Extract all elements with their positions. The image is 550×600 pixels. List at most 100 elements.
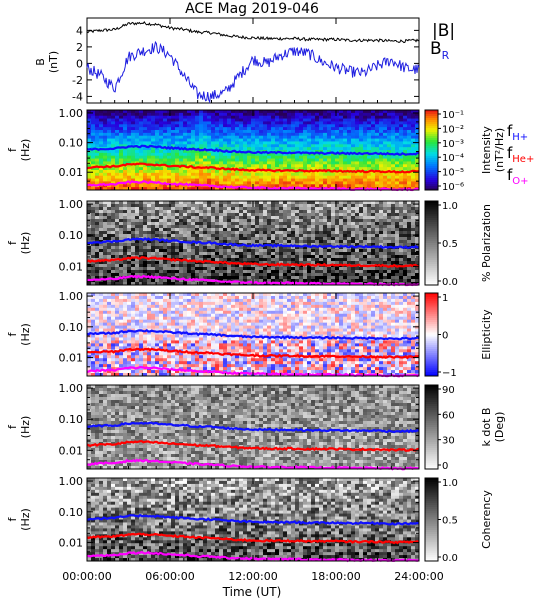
heatmap-cell bbox=[283, 155, 288, 159]
heatmap-cell bbox=[255, 204, 260, 208]
heatmap-cell bbox=[167, 261, 172, 265]
heatmap-cell bbox=[271, 118, 276, 122]
legend-fh: fH+ bbox=[507, 122, 528, 143]
heatmap-cell bbox=[95, 152, 100, 157]
heatmap-cell bbox=[303, 270, 308, 274]
heatmap-cell bbox=[319, 178, 324, 182]
heatmap-cell bbox=[271, 112, 276, 117]
heatmap-cell bbox=[207, 170, 212, 174]
heatmap-cell bbox=[375, 147, 380, 151]
heatmap-cell bbox=[275, 204, 280, 208]
heatmap-cell bbox=[347, 181, 352, 185]
heatmap-cell bbox=[219, 155, 224, 159]
heatmap-cell bbox=[387, 273, 392, 277]
heatmap-cell bbox=[147, 216, 152, 220]
heatmap-cell bbox=[227, 282, 232, 286]
heatmap-cell bbox=[227, 132, 232, 137]
heatmap-cell bbox=[303, 228, 308, 232]
heatmap-cell bbox=[171, 243, 176, 247]
heatmap-cell bbox=[291, 267, 296, 271]
heatmap-cell bbox=[351, 258, 356, 262]
heatmap-cell bbox=[323, 273, 328, 277]
heatmap-cell bbox=[403, 210, 408, 214]
heatmap-cell bbox=[223, 270, 228, 274]
heatmap-cell bbox=[323, 132, 328, 137]
heatmap-cell bbox=[279, 252, 284, 256]
heatmap-cell bbox=[195, 234, 200, 238]
heatmap-cell bbox=[107, 325, 112, 329]
heatmap-cell bbox=[187, 158, 192, 162]
heatmap-cell bbox=[135, 127, 140, 131]
heatmap-cell bbox=[243, 258, 248, 262]
heatmap-cell bbox=[139, 147, 144, 151]
heatmap-cell bbox=[191, 118, 196, 122]
heatmap-cell bbox=[287, 207, 292, 211]
heatmap-cell bbox=[267, 270, 272, 274]
heatmap-cell bbox=[239, 132, 244, 137]
heatmap-cell bbox=[147, 110, 152, 114]
heatmap-cell bbox=[395, 252, 400, 256]
heatmap-cell bbox=[247, 207, 252, 211]
heatmap-cell bbox=[359, 141, 364, 145]
heatmap-cell bbox=[127, 273, 132, 277]
heatmap-cell bbox=[199, 228, 204, 232]
heatmap-cell bbox=[287, 158, 292, 162]
heatmap-cell bbox=[131, 175, 136, 179]
heatmap-cell bbox=[87, 237, 92, 241]
heatmap-cell bbox=[147, 152, 152, 157]
heatmap-cell bbox=[371, 184, 376, 188]
heatmap-cell bbox=[303, 124, 308, 128]
heatmap-cell bbox=[315, 225, 320, 229]
heatmap-cell bbox=[343, 138, 348, 142]
heatmap-cell bbox=[327, 132, 332, 137]
heatmap-cell bbox=[107, 316, 112, 321]
heatmap-cell bbox=[367, 110, 372, 114]
heatmap-cell bbox=[371, 213, 376, 217]
heatmap-cell bbox=[367, 204, 372, 208]
colorbar-cell bbox=[425, 224, 438, 227]
heatmap-cell bbox=[183, 167, 188, 171]
heatmap-cell bbox=[167, 270, 172, 274]
heatmap-cell bbox=[107, 279, 112, 283]
heatmap-cell bbox=[167, 144, 172, 148]
heatmap-cell bbox=[243, 231, 248, 235]
heatmap-cell bbox=[115, 167, 120, 171]
heatmap-cell bbox=[199, 127, 204, 131]
heatmap-cell bbox=[95, 138, 100, 142]
heatmap-cell bbox=[275, 219, 280, 223]
heatmap-cell bbox=[327, 207, 332, 211]
heatmap-cell bbox=[99, 358, 104, 362]
heatmap-cell bbox=[227, 118, 232, 122]
heatmap-cell bbox=[227, 147, 232, 151]
heatmap-cell bbox=[195, 210, 200, 214]
heatmap-cell bbox=[143, 172, 148, 177]
heatmap-cell bbox=[403, 112, 408, 117]
heatmap-cell bbox=[415, 261, 420, 265]
heatmap-cell bbox=[255, 270, 260, 274]
heatmap-cell bbox=[387, 141, 392, 145]
heatmap-cell bbox=[239, 172, 244, 177]
heatmap-cell bbox=[247, 267, 252, 271]
heatmap-cell bbox=[359, 144, 364, 148]
heatmap-cell bbox=[271, 219, 276, 223]
heatmap-cell bbox=[231, 207, 236, 211]
heatmap-cell bbox=[107, 246, 112, 250]
heatmap-cell bbox=[191, 184, 196, 188]
heatmap-cell bbox=[111, 130, 116, 134]
heatmap-cell bbox=[203, 261, 208, 265]
heatmap-cell bbox=[399, 132, 404, 137]
heatmap-cell bbox=[95, 181, 100, 185]
heatmap-cell bbox=[387, 161, 392, 165]
heatmap-cell bbox=[319, 158, 324, 162]
heatmap-cell bbox=[87, 222, 92, 226]
heatmap-cell bbox=[355, 207, 360, 211]
heatmap-cell bbox=[343, 130, 348, 134]
heatmap-cell bbox=[259, 273, 264, 277]
heatmap-cell bbox=[107, 249, 112, 253]
heatmap-cell bbox=[235, 175, 240, 179]
heatmap-cell bbox=[175, 222, 180, 226]
heatmap-cell bbox=[351, 164, 356, 168]
heatmap-cell bbox=[91, 175, 96, 179]
heatmap-cell bbox=[171, 267, 176, 271]
heatmap-cell bbox=[303, 273, 308, 277]
